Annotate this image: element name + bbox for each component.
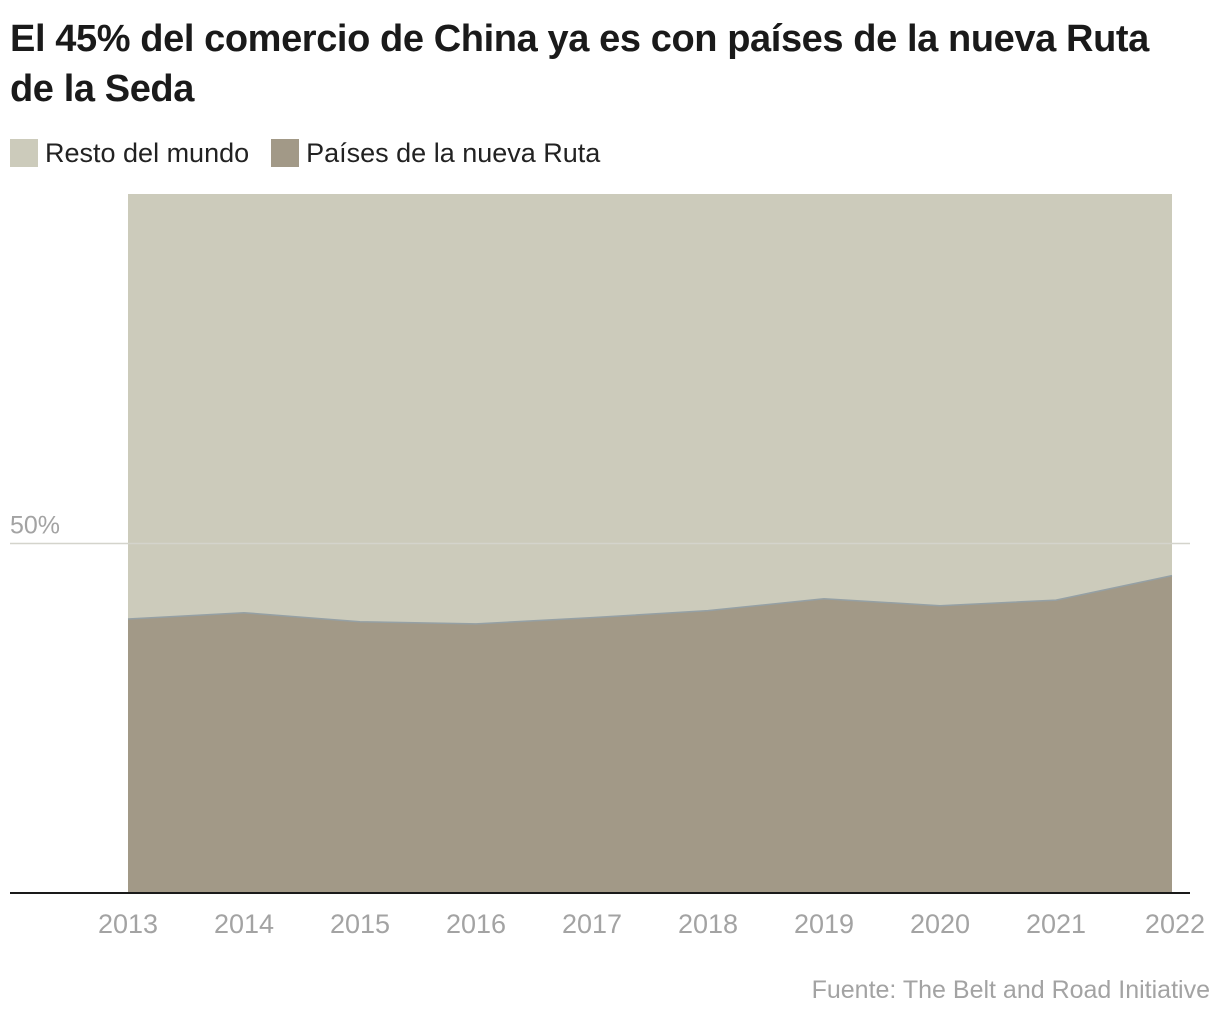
x-tick-label: 2014 [214, 909, 274, 939]
area-route-countries [128, 575, 1172, 893]
source-note: Fuente: The Belt and Road Initiative [811, 976, 1210, 1004]
legend-item-rest: Resto del mundo [10, 138, 249, 169]
x-tick-label: 2022 [1145, 909, 1205, 939]
x-tick-label: 2015 [330, 909, 390, 939]
x-tick-label: 2017 [562, 909, 622, 939]
x-tick-label: 2019 [794, 909, 854, 939]
x-tick-label: 2013 [98, 909, 158, 939]
chart-title: El 45% del comercio de China ya es con p… [10, 18, 1149, 110]
legend-item-route: Países de la nueva Ruta [271, 138, 600, 169]
legend-label-route: Países de la nueva Ruta [306, 137, 601, 168]
legend-swatch-rest [10, 139, 38, 167]
x-tick-label: 2021 [1026, 909, 1086, 939]
x-tick-label: 2016 [446, 909, 506, 939]
x-tick-label: 2020 [910, 909, 970, 939]
x-tick-label: 2018 [678, 909, 738, 939]
legend: Resto del mundo Países de la nueva Ruta [10, 136, 622, 170]
y-tick-label: 50% [10, 512, 60, 540]
legend-label-rest: Resto del mundo [45, 137, 250, 168]
route-boundary-line [127, 574, 1173, 625]
legend-swatch-route [271, 139, 300, 167]
